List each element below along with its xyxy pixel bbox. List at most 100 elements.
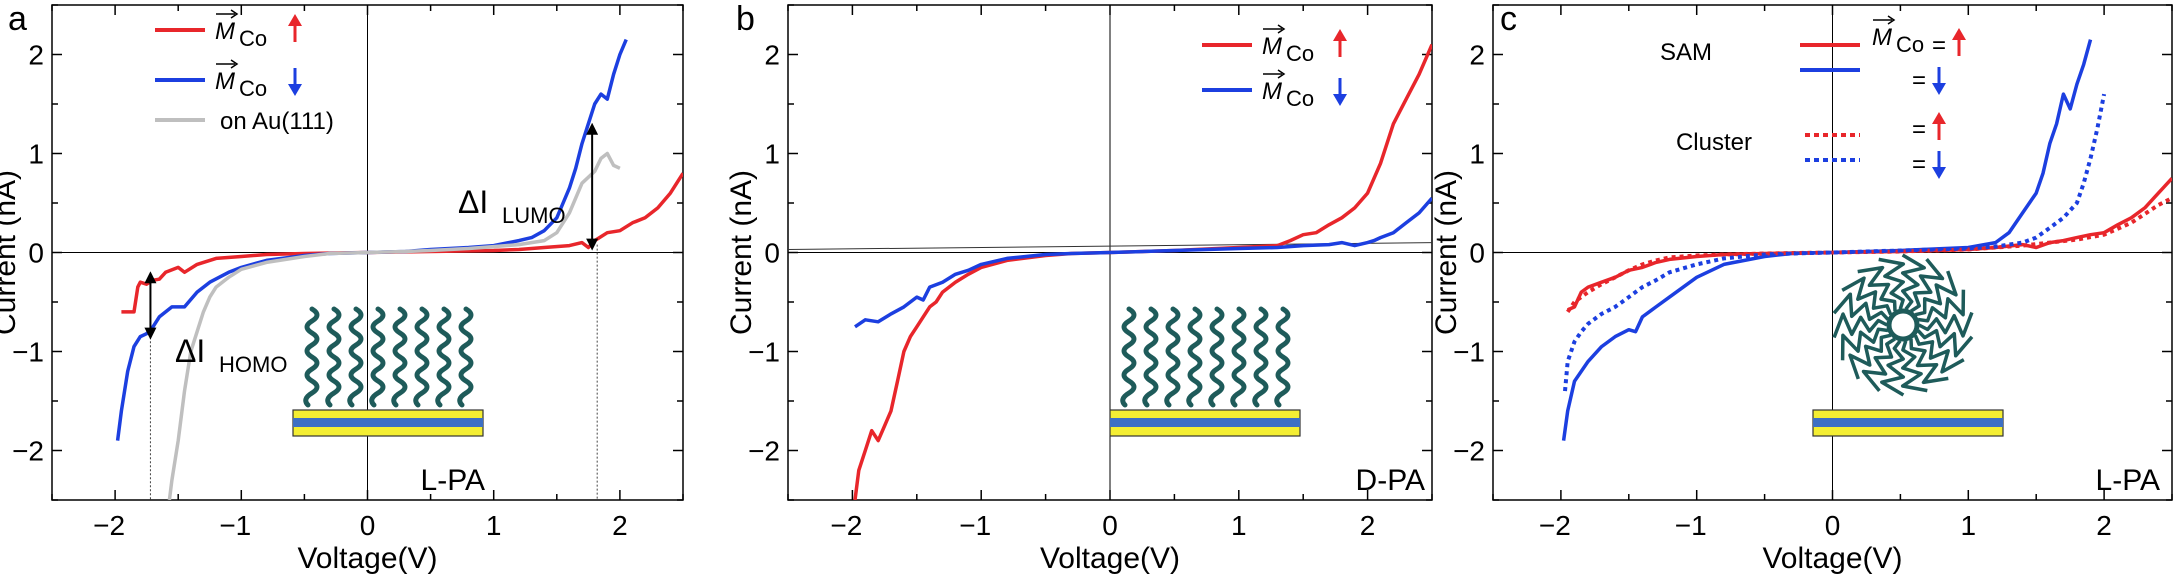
panel-b-vec-M: M: [1262, 33, 1282, 60]
panel-a-molecule-chain: [457, 306, 474, 408]
panel-c-xtick-label: 2: [2096, 510, 2112, 541]
panel-c-xtick-label: −2: [1539, 510, 1571, 541]
panel-c-cluster-chain: [1840, 327, 1889, 361]
panel-b-substrate-layer: [1110, 418, 1300, 427]
panel-b-ytick-label: −2: [748, 436, 780, 467]
panel-c-legend-eq: =: [1932, 32, 1946, 59]
panel-a-spin-down-head: [288, 84, 302, 96]
panel-c-legend-eq: =: [1912, 151, 1926, 178]
panel-a-molecule-chain: [369, 306, 386, 408]
panel-b-vec-arrowhead: [1277, 24, 1286, 34]
panel-c-molecule-label: L-PA: [2096, 464, 2160, 497]
panel-c-series-0: [1566, 177, 2172, 312]
panel-a-molecule-label: L-PA: [421, 464, 485, 497]
panel-c-xtick-label: 0: [1825, 510, 1841, 541]
panel-a-substrate-layer: [293, 418, 483, 427]
panel-c-vec-sub: Co: [1896, 32, 1924, 57]
panel-a-vec-M: M: [215, 68, 235, 95]
panel-c-ytick-label: −1: [1453, 337, 1485, 368]
panel-c-ytick-label: 2: [1469, 40, 1485, 71]
panel-a-ytick-label: 1: [28, 139, 44, 170]
panel-c-ytick-label: 0: [1469, 238, 1485, 269]
panel-c-cluster-chain: [1900, 253, 1926, 311]
panel-c-legend-eq: =: [1912, 116, 1926, 143]
panel-c-ytick-label: 1: [1469, 139, 1485, 170]
panel-b-ytick-label: 1: [764, 139, 780, 170]
panel-b-molecule-chain: [1230, 306, 1247, 408]
panel-b-xtick-label: 0: [1102, 510, 1118, 541]
panel-a-xtick-label: 1: [486, 510, 502, 541]
panel-c-cluster-chain: [1917, 289, 1966, 323]
panel-a-xtick-label: 0: [360, 510, 376, 541]
panel-c-cluster-chain: [1909, 338, 1949, 385]
panel-a-molecule-chain: [347, 306, 364, 408]
panel-b-xlabel: Voltage(V): [1040, 542, 1180, 574]
panel-c-cluster-chain: [1848, 333, 1892, 380]
panel-c-xtick-label: 1: [1961, 510, 1977, 541]
panel-c-cluster-chain: [1880, 339, 1906, 397]
panel-a-letter: a: [8, 0, 27, 38]
panel-b-ylabel: Current (nA): [725, 170, 758, 335]
panel-c-cluster-chain: [1914, 270, 1958, 317]
panel-c-legend-group-label: SAM: [1660, 39, 1712, 66]
panel-b-series-1: [854, 196, 1432, 329]
panel-b-xtick-label: −1: [959, 510, 991, 541]
panel-a-xlabel: Voltage(V): [297, 542, 437, 574]
panel-c-cluster-chain: [1900, 340, 1928, 393]
panel-a-molecule-chain: [391, 306, 408, 408]
panel-b-xtick-label: 2: [1360, 510, 1376, 541]
panel-a-ytick-label: −1: [12, 337, 44, 368]
panel-c-cluster-core: [1886, 308, 1920, 342]
panel-c-series-1: [1561, 39, 2093, 441]
panel-a-molecule-chain: [325, 306, 342, 408]
panel-c-spin-down-head: [1932, 167, 1946, 179]
panel-c-letter: c: [1500, 0, 1517, 38]
panel-b-letter: b: [736, 0, 755, 38]
panel-a-delta-sub: HOMO: [219, 352, 287, 377]
panel-c-spin-down-head: [1932, 83, 1946, 95]
panel-b-xtick-label: −2: [830, 510, 862, 541]
panel-b-molecule-chain: [1120, 306, 1137, 408]
panel-b-series-0: [853, 43, 1432, 500]
panel-c-cluster-chain: [1916, 328, 1974, 358]
panel-c-cluster-chain: [1910, 257, 1945, 313]
panel-b-molecule-chain: [1186, 306, 1203, 408]
panel-a-vec-sub: Co: [239, 76, 267, 101]
panel-c-ylabel: Current (nA): [1430, 170, 1463, 335]
panel-c-cluster-chain: [1878, 257, 1906, 310]
panel-c-vec-arrowhead: [1887, 15, 1896, 25]
panel-a-ytick-label: −2: [12, 436, 44, 467]
panel-c-xtick-label: −1: [1675, 510, 1707, 541]
panel-a-series-0: [121, 172, 683, 314]
panel-c-cluster-chain: [1832, 312, 1888, 339]
panel-b-molecule-chain: [1142, 306, 1159, 408]
panel-b-vec-sub: Co: [1286, 41, 1314, 66]
panel-c-cluster-chain: [1841, 276, 1893, 316]
panel-b-molecule-chain: [1164, 306, 1181, 408]
panel-c-cluster-chain: [1913, 334, 1965, 374]
panel-b-spin-up-head: [1333, 29, 1347, 41]
panel-b-xtick-label: 1: [1231, 510, 1247, 541]
panel-b-ytick-label: 0: [764, 238, 780, 269]
panel-b-molecule-chain: [1252, 306, 1269, 408]
panel-c-cluster-chain: [1832, 292, 1890, 322]
panel-c-substrate-layer: [1813, 418, 2003, 427]
panel-c-legend-group-label: Cluster: [1676, 129, 1752, 156]
panel-a-vec-M: M: [215, 18, 235, 45]
panel-a-vec-arrowhead: [230, 9, 239, 19]
panel-b-molecule-chain: [1208, 306, 1225, 408]
panel-a-molecule-chain: [303, 306, 320, 408]
panel-c-ytick-label: −2: [1453, 436, 1485, 467]
panel-a-ytick-label: 0: [28, 238, 44, 269]
panel-a-ylabel: Current (nA): [0, 170, 22, 335]
panel-c-series-3: [1563, 93, 2107, 392]
panel-a-vec-sub: Co: [239, 26, 267, 51]
panel-a-xtick-label: −1: [219, 510, 251, 541]
panel-a-series-1: [115, 38, 628, 441]
panel-a-delta-label: ΔI: [458, 184, 488, 220]
panel-c-legend-eq: =: [1912, 67, 1926, 94]
panel-a-molecule-chain: [413, 306, 430, 408]
